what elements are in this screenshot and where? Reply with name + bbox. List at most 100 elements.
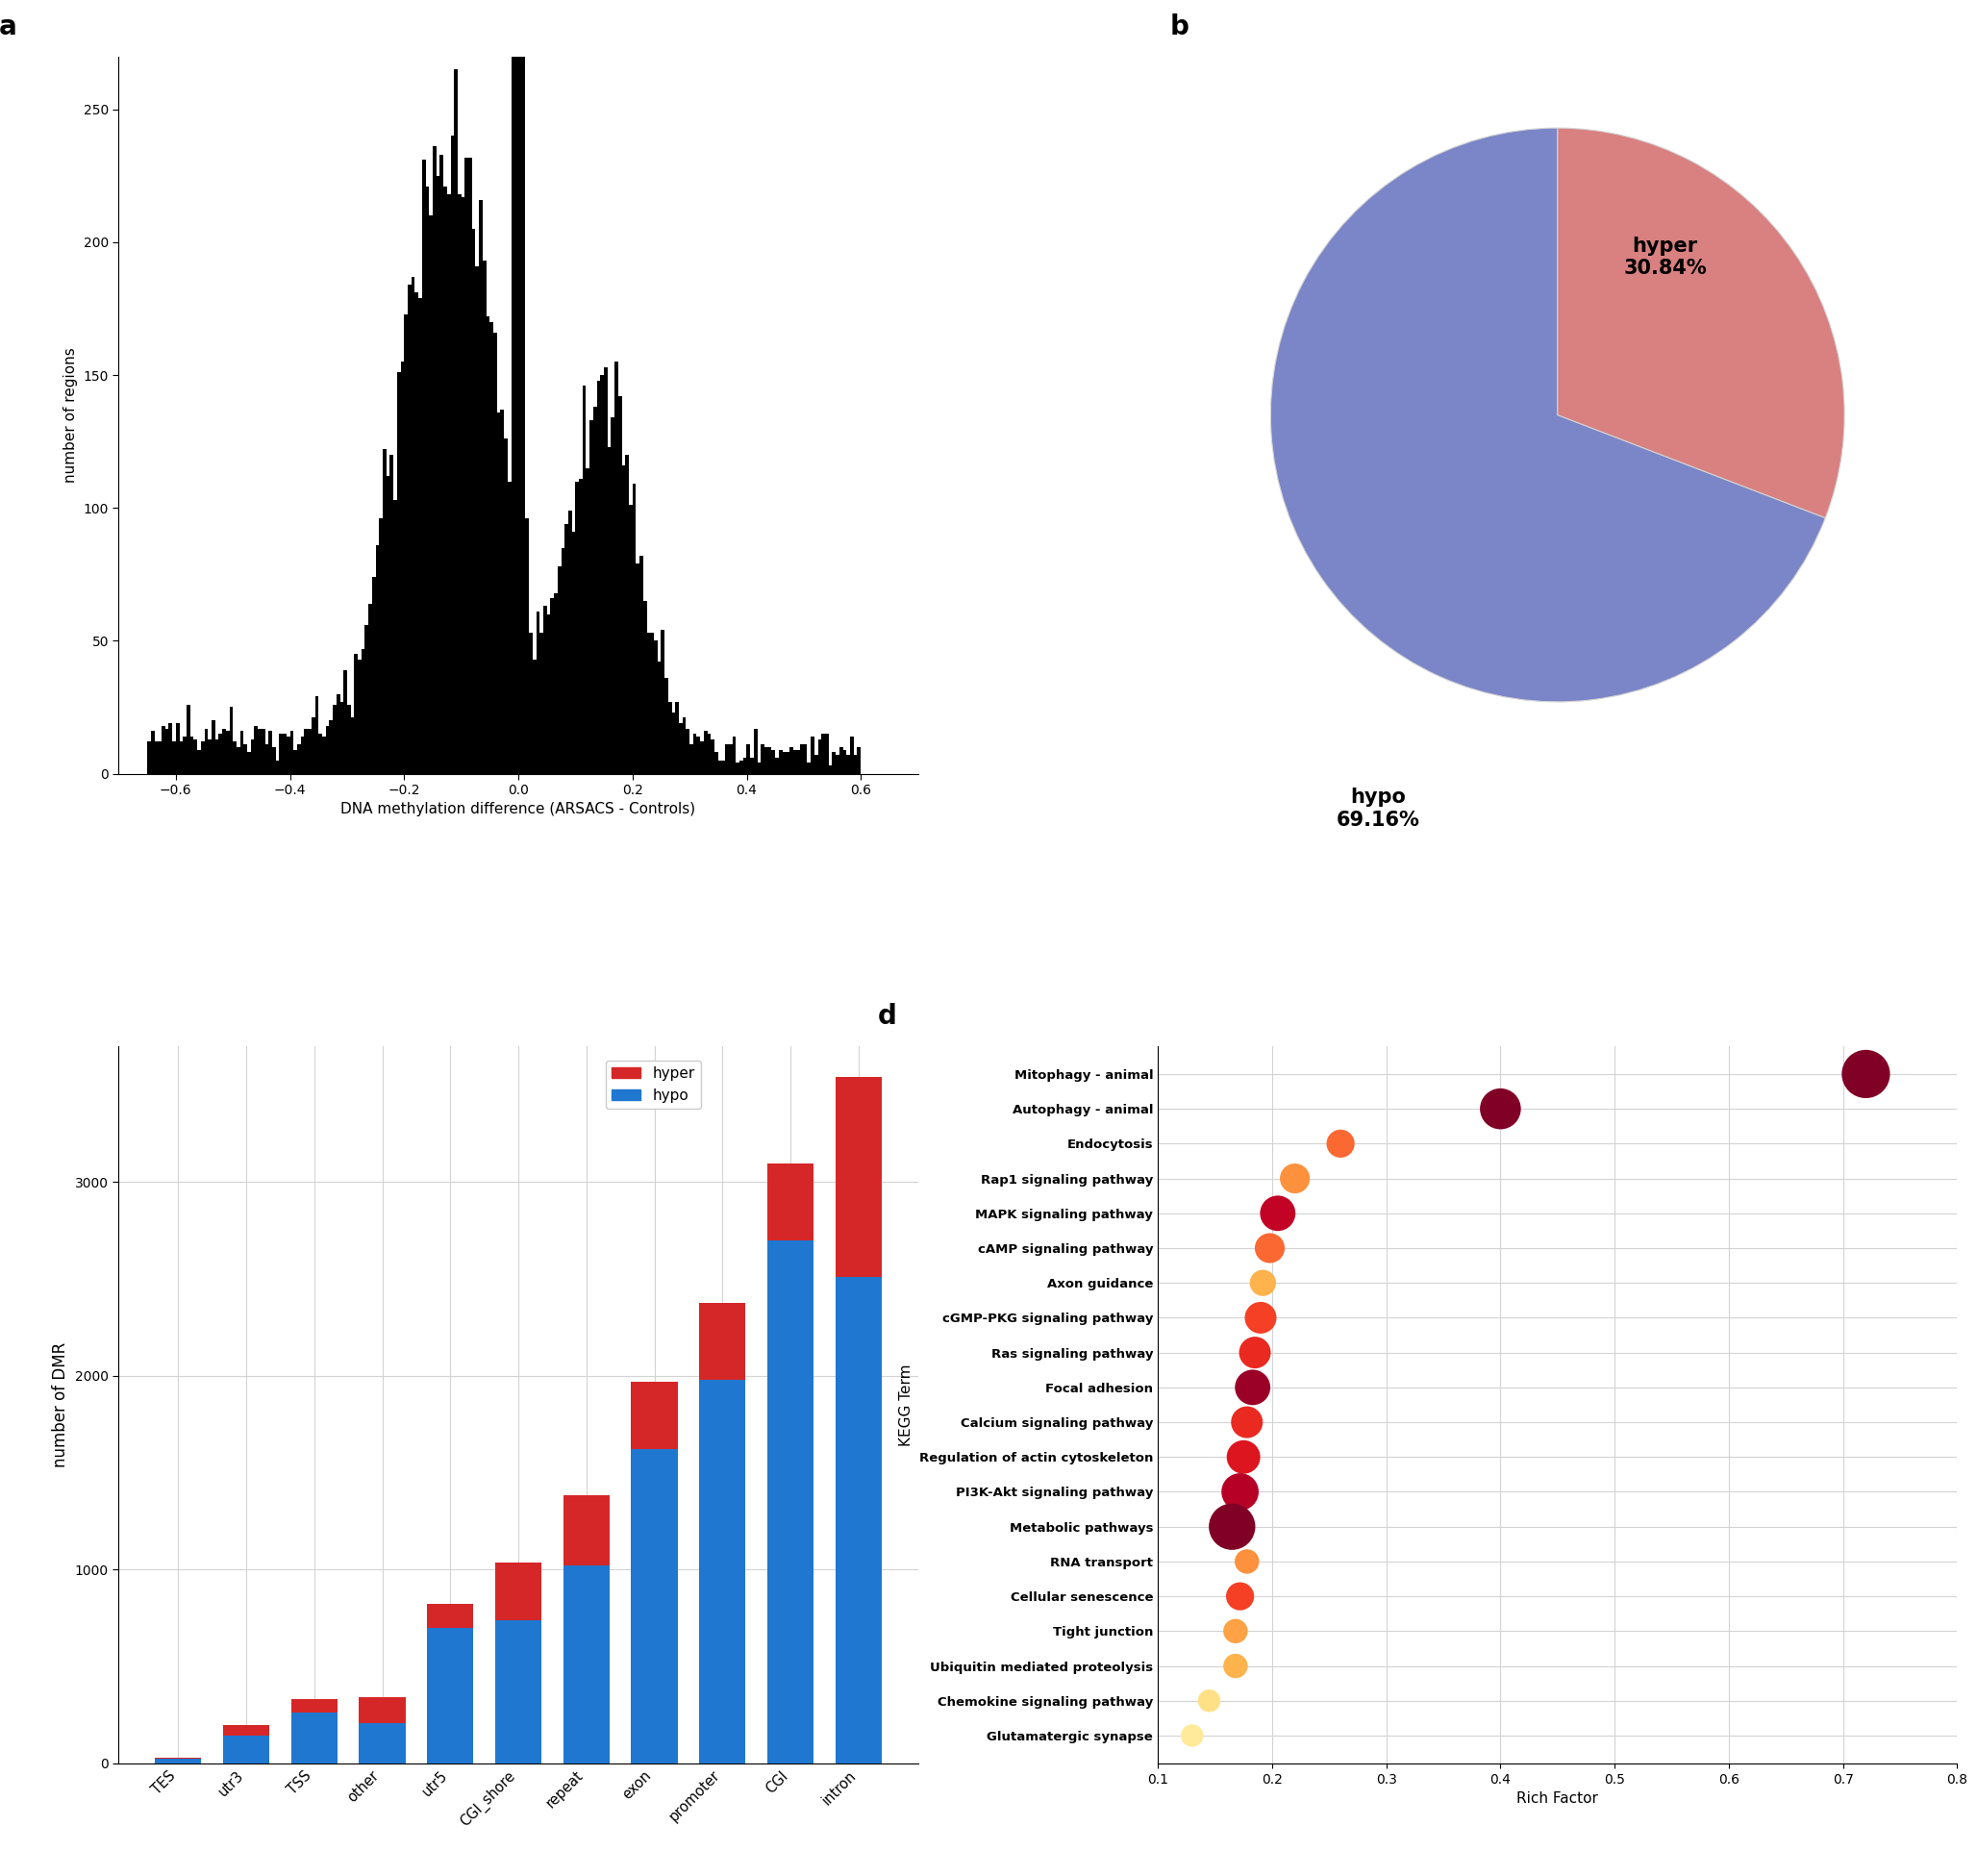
Bar [712,739,714,773]
Bar [243,745,247,773]
Bar [322,737,326,773]
Bar [257,728,261,773]
Bar [293,750,297,773]
Text: hyper
30.84%: hyper 30.84% [1623,236,1706,278]
Bar [696,737,700,773]
Bar [362,649,366,773]
Bar [239,732,243,773]
Point [1224,1581,1255,1611]
Bar [283,734,287,773]
Bar [291,1700,338,1713]
Bar [486,317,490,773]
Bar [269,732,273,773]
Bar [223,1724,269,1735]
Bar [447,195,451,773]
Bar [457,195,461,773]
Bar [621,465,625,773]
Bar [854,754,858,773]
Bar [682,719,686,773]
Bar [730,745,731,773]
Bar [801,745,805,773]
Legend: hyper, hypo: hyper, hypo [605,1060,702,1109]
Bar [202,741,204,773]
Bar [275,760,279,773]
Bar [265,745,269,773]
Bar [785,752,789,773]
Bar [429,216,433,773]
Bar [658,662,660,773]
Bar [330,720,332,773]
Bar [579,478,583,773]
Bar [332,705,336,773]
Bar [575,482,579,773]
Bar [840,747,842,773]
Bar [753,728,757,773]
Bar [668,702,672,773]
Bar [700,1379,745,1763]
Bar [494,1563,542,1621]
Bar [198,750,202,773]
Bar [548,613,550,773]
Bar [619,396,621,773]
Bar [767,1240,815,1763]
Bar [811,737,815,773]
Bar [631,1450,678,1763]
Point [1253,1233,1285,1263]
Bar [376,546,380,773]
Y-axis label: number of DMR: number of DMR [51,1341,69,1467]
Bar [443,186,447,773]
Bar [384,450,386,773]
Bar [425,186,429,773]
Bar [150,732,154,773]
Bar [530,632,532,773]
Bar [585,467,589,773]
Bar [401,362,403,773]
Bar [558,567,561,773]
Bar [629,505,633,773]
Bar [512,0,514,773]
Bar [433,146,437,773]
Bar [850,737,854,773]
Bar [554,593,558,773]
Bar [237,747,239,773]
Point [1216,1512,1247,1542]
Bar [722,760,726,773]
Bar [312,719,314,773]
Bar [767,1163,815,1240]
Bar [407,285,411,773]
Bar [747,745,749,773]
Bar [439,154,443,773]
Bar [735,764,739,773]
Bar [718,760,722,773]
Bar [380,518,384,773]
Bar [358,658,362,773]
Bar [726,745,730,773]
Bar [360,1722,405,1763]
Text: b: b [1170,13,1190,39]
Bar [615,362,619,773]
Bar [714,752,718,773]
Bar [427,1604,473,1628]
Bar [783,752,785,773]
Bar [518,0,522,773]
Bar [836,754,840,773]
Bar [708,734,712,773]
Bar [500,409,504,773]
Point [1240,1338,1271,1368]
Bar [478,199,482,773]
Bar [583,386,585,773]
Bar [694,734,696,773]
Bar [208,739,212,773]
Point [1261,1199,1293,1229]
Point [1232,1546,1263,1576]
Bar [348,705,350,773]
Bar [641,555,643,773]
Bar [731,737,735,773]
Bar [465,158,469,773]
Bar [291,732,293,773]
Point [1228,1443,1259,1473]
Bar [654,642,658,773]
Bar [522,0,526,773]
Bar [824,734,828,773]
Bar [700,1304,745,1379]
